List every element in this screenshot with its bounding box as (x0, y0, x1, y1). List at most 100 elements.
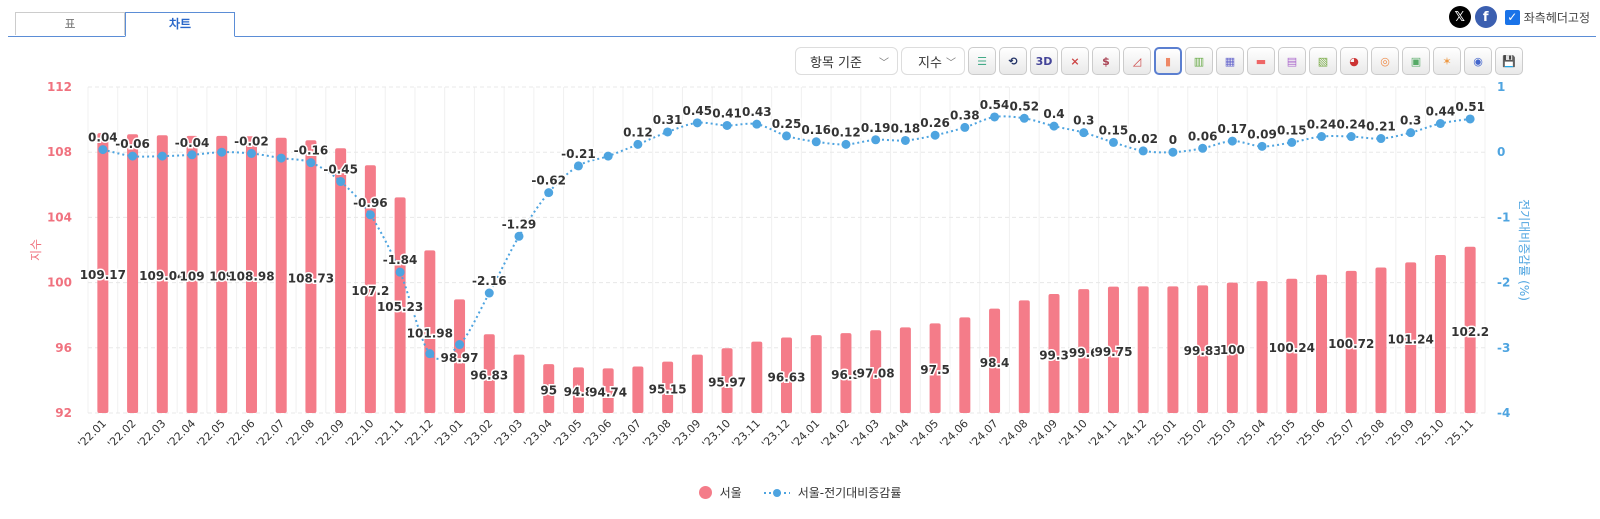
rotate-button[interactable]: ⟲ (999, 47, 1027, 75)
facebook-icon[interactable]: f (1474, 6, 1497, 28)
3d-button[interactable]: 3D (1030, 47, 1058, 75)
x-axis-tick-label: '23.05 (551, 417, 585, 451)
radar-chart-button[interactable]: ✶ (1433, 47, 1461, 75)
stacked-bar-chart-button[interactable]: ▥ (1185, 47, 1213, 75)
x-axis-tick-label: '23.04 (521, 417, 555, 451)
bar (394, 197, 406, 413)
horizontal-stacked-percent-icon: ▧ (1317, 54, 1329, 68)
tab-chart[interactable]: 차트 (125, 12, 235, 37)
line-point (276, 153, 286, 163)
bar (1256, 281, 1268, 413)
line-chart-button[interactable]: ⨯ (1061, 47, 1089, 75)
line-point (1287, 137, 1297, 147)
bar (305, 140, 317, 413)
line-data-label: 0.4 (1043, 107, 1064, 121)
bar-data-label: 101.98 (407, 327, 453, 341)
legend-item-seoul[interactable]: 서울 (698, 484, 742, 501)
bar (691, 354, 703, 413)
line-data-label: -1.84 (383, 253, 418, 267)
right-axis-title: 전기대비증감률 (%) (1517, 199, 1531, 301)
bar (1107, 286, 1119, 413)
line-point (900, 135, 910, 145)
area-line-chart-button[interactable]: ◿ (1123, 47, 1151, 75)
line-point (484, 288, 494, 298)
bar-data-label: 105.23 (377, 300, 423, 314)
tab-table[interactable]: 표 (15, 12, 125, 35)
bar (721, 348, 733, 413)
x-axis-tick-label: '22.06 (224, 417, 258, 451)
horizontal-stacked-bar-button[interactable]: ▤ (1278, 47, 1306, 75)
left-axis-tick-label: 104 (47, 210, 72, 224)
bar-data-label: 98.97 (441, 351, 479, 365)
fixed-header-checkbox[interactable]: ✓ (1504, 9, 1520, 25)
x-axis-tick-label: '22.10 (343, 417, 377, 451)
x-axis-tick-label: '25.03 (1205, 417, 1239, 451)
radar-chart-icon: ✶ (1442, 54, 1452, 68)
line-point (1198, 143, 1208, 153)
x-axis-tick-label: '22.03 (135, 417, 169, 451)
left-axis-tick-label: 96 (55, 341, 72, 355)
save-button[interactable]: 💾 (1495, 47, 1523, 75)
bar-chart-button[interactable]: ▮ (1154, 47, 1182, 75)
line-point (306, 158, 316, 168)
line-data-label: -0.02 (234, 135, 269, 149)
change-rate-line (102, 115, 1471, 360)
bar (929, 323, 941, 413)
donut-chart-button[interactable]: ◎ (1371, 47, 1399, 75)
line-point (603, 151, 613, 161)
line-point (1257, 141, 1267, 151)
bar-data-label: 95 (540, 384, 557, 398)
legend-label: 서울 (719, 486, 742, 500)
line-data-label: 0.09 (1247, 127, 1277, 141)
line-point (336, 177, 346, 187)
x-axis-tick-label: '25.11 (1443, 417, 1477, 451)
bar-data-label: 100 (1220, 343, 1245, 357)
x-axis-tick-label: '25.09 (1383, 417, 1417, 451)
horizontal-bar-button[interactable]: ▬ (1247, 47, 1275, 75)
bar-data-label: 109 (180, 269, 205, 283)
x-axis-tick-label: '24.09 (1027, 417, 1061, 451)
chart-toolbar: 항목 기준 ﹀ 지수 ﹀ ☰ ⟲ 3D ⨯ $ ◿ ▮ ▥ ▦ ▬ ▤ ▧ ◕ ◎ ▣ ✶ ◉ 💾 (795, 47, 1523, 75)
line-data-label: 0.54 (980, 98, 1010, 112)
line-point (1049, 121, 1059, 131)
x-axis-tick-label: '22.09 (313, 417, 347, 451)
bar (810, 335, 822, 413)
legend-item-seoul-change[interactable]: 서울-전기대비증감률 (763, 484, 901, 501)
bar (1345, 270, 1357, 413)
stacked-bar-percent-button[interactable]: ▦ (1216, 47, 1244, 75)
bar-chart-icon: ▮ (1164, 54, 1172, 68)
bar-data-label: 109 (209, 269, 234, 283)
line-data-label: -0.06 (115, 137, 150, 151)
line-chart-dollar-button[interactable]: $ (1092, 47, 1120, 75)
treemap-button[interactable]: ▣ (1402, 47, 1430, 75)
x-axis-tick-label: '22.01 (75, 417, 109, 451)
x-axis-tick-label: '22.12 (402, 417, 436, 451)
x-logo-icon[interactable]: 𝕏 (1448, 6, 1471, 28)
line-data-label: 0 (1169, 133, 1177, 147)
polar-chart-button[interactable]: ◉ (1464, 47, 1492, 75)
line-point (217, 147, 227, 157)
chart: 92 96 100 104 108 112 -4 -3 -2 -1 0 1 지수 전기대비증감률 (%) '… (29, 80, 1531, 451)
line-point (128, 151, 138, 161)
bar-data-label: 95.97 (708, 376, 746, 390)
pie-chart-button[interactable]: ◕ (1340, 47, 1368, 75)
legend-list-button[interactable]: ☰ (968, 47, 996, 75)
measure-select[interactable]: 지수 ﹀ (901, 47, 965, 75)
bar-data-label: 97.08 (857, 367, 895, 381)
x-axis-tick-label: '23.06 (581, 417, 615, 451)
chart-type-buttons: ☰ ⟲ 3D ⨯ $ ◿ ▮ ▥ ▦ ▬ ▤ ▧ ◕ ◎ ▣ ✶ ◉ 💾 (968, 47, 1523, 75)
line-data-label: 0.12 (831, 125, 861, 139)
area-line-chart-icon: ◿ (1132, 54, 1142, 68)
fixed-header-label[interactable]: 좌측헤더고정 (1523, 10, 1590, 25)
x-axis-tick-label: '24.07 (967, 417, 1001, 451)
chevron-down-icon: ﹀ (946, 57, 956, 69)
line-data-label: 0.44 (1426, 105, 1456, 119)
basis-select[interactable]: 항목 기준 ﹀ (795, 47, 898, 75)
horizontal-stacked-percent-button[interactable]: ▧ (1309, 47, 1337, 75)
bar-data-label: 95.15 (649, 382, 687, 396)
line-data-label: 0.45 (683, 104, 713, 118)
bar (1405, 262, 1417, 413)
bar (602, 368, 614, 413)
x-axis-tick-label: '22.11 (373, 417, 407, 451)
line-point (841, 139, 851, 149)
